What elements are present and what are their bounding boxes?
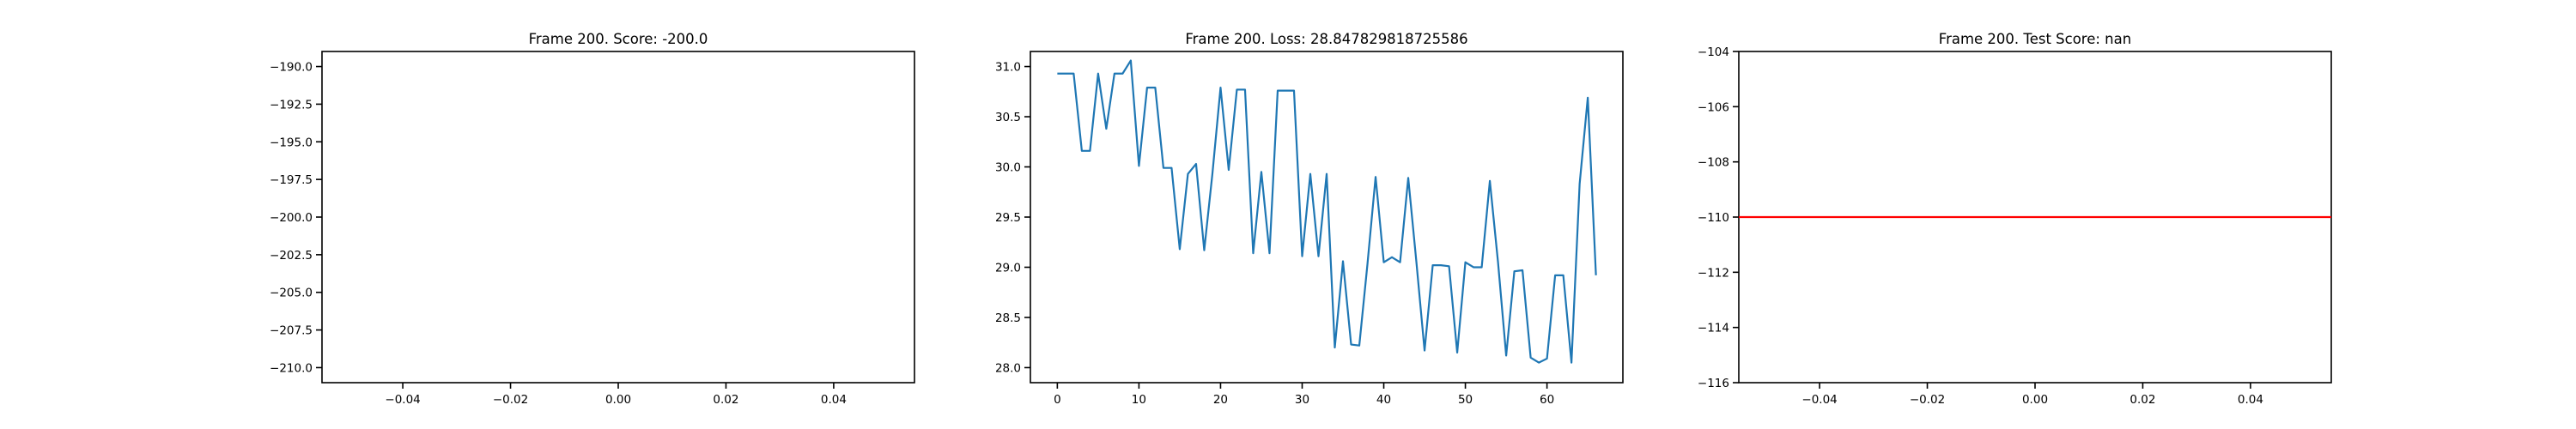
x-tick-label: 0.00 [605, 393, 631, 407]
series-layer [1057, 59, 1597, 364]
x-tick-label: −0.02 [1910, 393, 1945, 407]
y-tick-label: −195.0 [270, 136, 313, 149]
tick-layer: −0.04 −0.02 0.00 0.02 0.04 −104 −106 −108 −110 −1… [1698, 45, 2263, 407]
y-tick-label: −210.0 [270, 361, 313, 375]
subplot-loss: Frame 200. Loss: 28.847829818725586 0 10 2… [995, 31, 1624, 407]
x-tick-label: −0.04 [1801, 393, 1837, 407]
x-tick-label: 0.02 [2129, 393, 2155, 407]
y-tick-label: 31.0 [995, 61, 1021, 75]
y-tick-label: −205.0 [270, 287, 313, 300]
x-tick-label: 0.04 [2238, 393, 2263, 407]
y-tick-label: 28.5 [995, 311, 1021, 325]
y-tick-label: −197.5 [270, 173, 313, 187]
y-tick-label: 30.5 [995, 111, 1021, 124]
y-tick-label: 29.0 [995, 261, 1021, 275]
y-tick-label: 28.0 [995, 361, 1021, 375]
tick-layer: 0 10 20 30 40 50 60 31.0 30.5 30.0 29.5 29.0 28.5 28.… [995, 61, 1554, 407]
y-tick-label: −106 [1698, 100, 1729, 114]
y-tick-label: −190.0 [270, 61, 313, 75]
y-tick-label: −200.0 [270, 211, 313, 225]
chart-title: Frame 200. Loss: 28.847829818725586 [1185, 31, 1467, 47]
y-tick-label: 29.5 [995, 211, 1021, 225]
tick-layer: −0.04 −0.02 0.00 0.02 0.04 −190.0 −192.5 −195.0… [270, 61, 847, 407]
x-tick-label: −0.04 [385, 393, 420, 407]
x-tick-label: 20 [1213, 393, 1228, 407]
x-tick-label: 30 [1295, 393, 1309, 407]
y-tick-label: −207.5 [270, 324, 313, 338]
x-tick-label: 0 [1054, 393, 1061, 407]
x-tick-label: 0.04 [821, 393, 847, 407]
x-tick-label: 0.00 [2022, 393, 2048, 407]
x-tick-label: 10 [1132, 393, 1146, 407]
x-tick-label: 50 [1458, 393, 1473, 407]
y-tick-label: 30.0 [995, 161, 1021, 175]
x-tick-label: −0.02 [493, 393, 528, 407]
x-tick-label: 40 [1376, 393, 1391, 407]
chart-title: Frame 200. Test Score: nan [1939, 31, 2131, 47]
y-tick-label: −110 [1698, 211, 1729, 225]
y-tick-label: −114 [1698, 322, 1729, 335]
y-tick-label: −108 [1698, 156, 1729, 170]
y-tick-label: −112 [1698, 266, 1729, 280]
x-tick-label: 60 [1540, 393, 1554, 407]
chart-title: Frame 200. Score: -200.0 [529, 31, 708, 47]
subplot-score: Frame 200. Score: -200.0 −0.04 −0.02 0.00 0… [270, 31, 915, 407]
y-tick-label: −104 [1698, 45, 1729, 59]
series-line [1057, 59, 1597, 364]
x-tick-label: 0.02 [713, 393, 738, 407]
y-tick-label: −192.5 [270, 98, 313, 112]
subplot-test-score: Frame 200. Test Score: nan −0.04 −0.02 0.0… [1698, 31, 2332, 407]
y-tick-label: −202.5 [270, 249, 313, 263]
y-tick-label: −116 [1698, 377, 1729, 390]
